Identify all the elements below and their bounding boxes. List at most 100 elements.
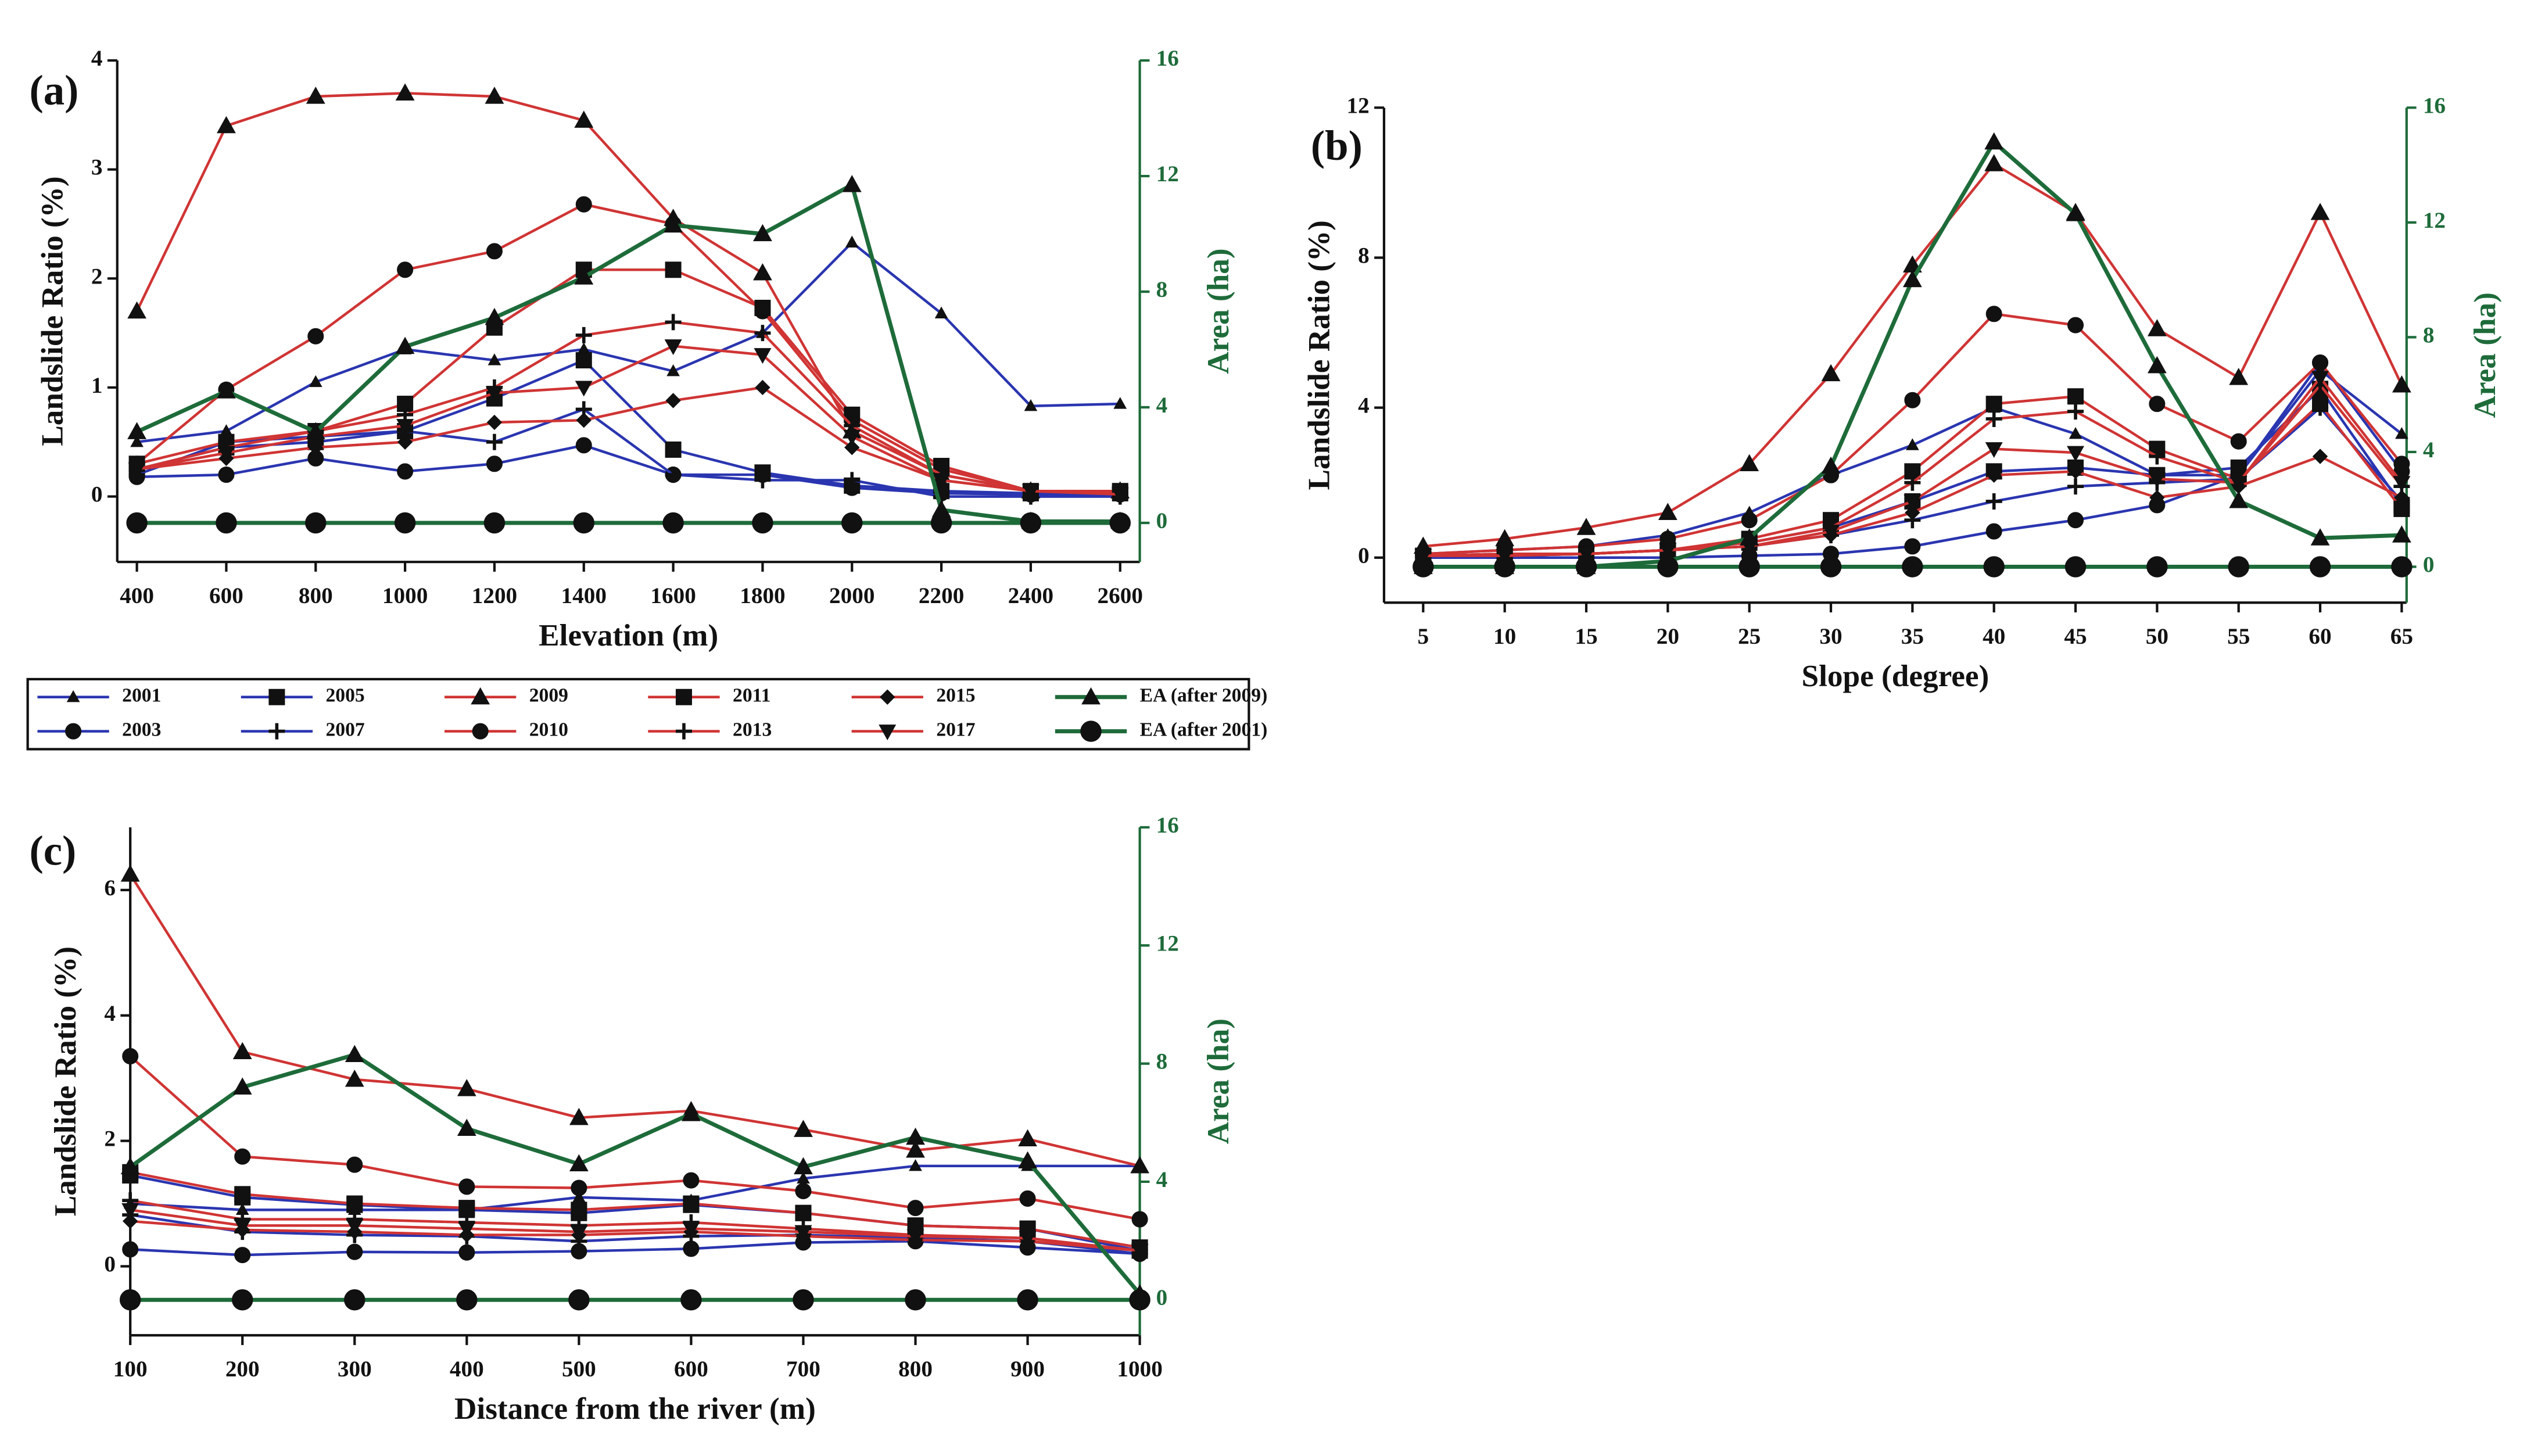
y2-tick-label: 16 — [1156, 46, 1179, 71]
marker — [397, 261, 414, 278]
series-line — [136, 181, 1120, 524]
series-line — [129, 873, 1141, 1167]
marker — [2069, 426, 2082, 439]
marker — [397, 434, 413, 450]
marker — [665, 261, 682, 278]
series-line — [137, 268, 1120, 493]
marker — [880, 689, 895, 705]
panel-label: (a) — [29, 67, 78, 114]
x-tick-label: 200 — [225, 1357, 260, 1382]
marker — [346, 1243, 363, 1260]
y-tick-label: 4 — [91, 46, 103, 71]
marker — [1017, 1289, 1038, 1311]
legend-label: 2010 — [529, 719, 568, 740]
marker — [2066, 204, 2085, 221]
marker — [569, 1107, 589, 1125]
y-axis-label: Landslide Ratio (%) — [48, 946, 83, 1216]
x-tick-label: 1000 — [1117, 1357, 1162, 1382]
marker — [1985, 396, 2002, 413]
y-tick-label: 2 — [91, 264, 103, 289]
y2-tick-label: 0 — [2423, 552, 2435, 577]
x-tick-label: 35 — [1901, 624, 1924, 649]
y2-tick-label: 12 — [1156, 931, 1179, 956]
marker — [1018, 1151, 1037, 1168]
y2-axis-label: Area (ha) — [1201, 1019, 1235, 1144]
marker — [933, 473, 951, 489]
y-tick-label: 4 — [1358, 393, 1370, 418]
y2-tick-label: 8 — [2423, 322, 2435, 347]
marker — [485, 386, 503, 402]
marker — [2394, 490, 2410, 505]
marker — [754, 325, 771, 342]
marker — [682, 1104, 701, 1121]
marker — [234, 1218, 252, 1235]
marker — [1985, 306, 2002, 322]
marker — [395, 336, 415, 354]
marker — [1740, 528, 1759, 546]
marker — [396, 419, 414, 435]
marker — [665, 441, 682, 458]
legend-label: 2013 — [733, 719, 772, 740]
y2-tick-label: 8 — [1156, 1049, 1168, 1074]
marker — [218, 467, 235, 483]
marker — [126, 512, 148, 534]
marker — [397, 396, 414, 413]
marker — [1081, 687, 1101, 705]
series-line — [137, 241, 1120, 443]
marker — [1080, 720, 1102, 742]
marker — [216, 512, 237, 534]
x-tick-label: 65 — [2390, 624, 2413, 649]
x-tick-label: 10 — [1493, 624, 1516, 649]
marker — [1019, 1231, 1037, 1247]
marker — [1494, 556, 1515, 578]
marker — [934, 306, 948, 318]
marker — [458, 1200, 475, 1217]
x-tick-label: 1200 — [472, 583, 517, 608]
y-tick-label: 0 — [104, 1252, 116, 1277]
marker — [2395, 426, 2408, 439]
marker — [234, 1186, 251, 1203]
marker — [2312, 396, 2329, 413]
panel-label: (c) — [29, 827, 76, 874]
marker — [571, 1202, 587, 1218]
x-tick-label: 1600 — [650, 583, 696, 608]
marker — [1740, 454, 1759, 472]
marker — [119, 1289, 141, 1311]
marker — [2146, 556, 2168, 578]
marker — [2067, 317, 2084, 333]
marker — [307, 328, 324, 345]
marker — [575, 196, 592, 213]
marker — [1985, 410, 2002, 427]
marker — [2229, 368, 2249, 385]
legend-label: 2001 — [122, 684, 161, 706]
marker — [485, 87, 504, 104]
x-tick-label: 15 — [1575, 624, 1597, 649]
marker — [664, 339, 682, 356]
marker — [345, 1045, 364, 1062]
marker — [1904, 392, 1921, 408]
marker — [1739, 556, 1760, 578]
marker — [844, 472, 861, 489]
x-tick-label: 800 — [898, 1357, 933, 1382]
marker — [2067, 388, 2084, 405]
marker — [309, 375, 322, 388]
marker — [797, 1171, 810, 1184]
x-axis-label: Distance from the river (m) — [454, 1392, 816, 1426]
x-tick-label: 400 — [120, 583, 154, 608]
y-tick-label: 1 — [91, 373, 103, 398]
marker — [576, 413, 592, 428]
marker — [841, 512, 863, 534]
x-tick-label: 2400 — [1008, 583, 1053, 608]
marker — [2149, 448, 2166, 465]
marker — [1576, 518, 1596, 535]
x-tick-label: 800 — [299, 583, 333, 608]
marker — [2064, 556, 2087, 578]
marker — [1902, 556, 1923, 578]
y-axis-label: Landslide Ratio (%) — [1302, 220, 1336, 490]
marker — [575, 437, 592, 454]
marker — [675, 723, 692, 740]
series-line — [130, 1164, 1140, 1211]
marker — [1906, 438, 1919, 450]
marker — [1129, 1289, 1150, 1311]
marker — [1109, 512, 1131, 534]
